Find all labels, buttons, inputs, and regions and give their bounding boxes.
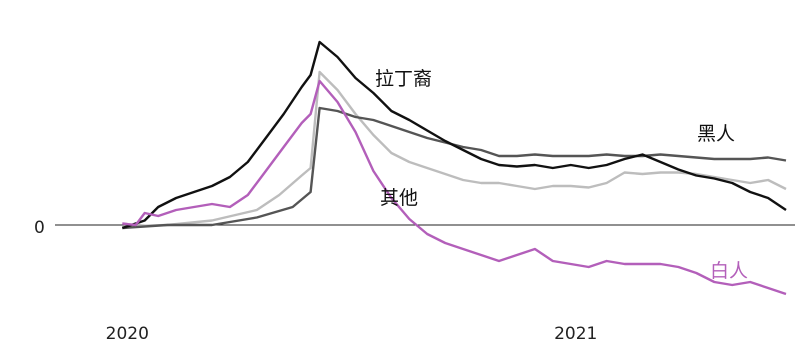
x-tick-label-1: 2021 (554, 324, 597, 344)
series-line-3 (122, 79, 787, 296)
series-label-1: 黑人 (697, 123, 735, 145)
x-tick-label-0: 2020 (106, 324, 149, 344)
x-axis-ticks: 2020 2021 (106, 324, 598, 344)
series-line-2 (121, 40, 787, 230)
series-line-0 (122, 70, 787, 228)
series-label-3: 白人 (710, 260, 748, 282)
series-label-0: 其他 (380, 187, 418, 209)
series-layer (121, 40, 787, 296)
series-label-2: 拉丁裔 (375, 68, 432, 90)
zero-tick-label: 0 (34, 218, 45, 238)
series-line-1 (122, 106, 787, 230)
